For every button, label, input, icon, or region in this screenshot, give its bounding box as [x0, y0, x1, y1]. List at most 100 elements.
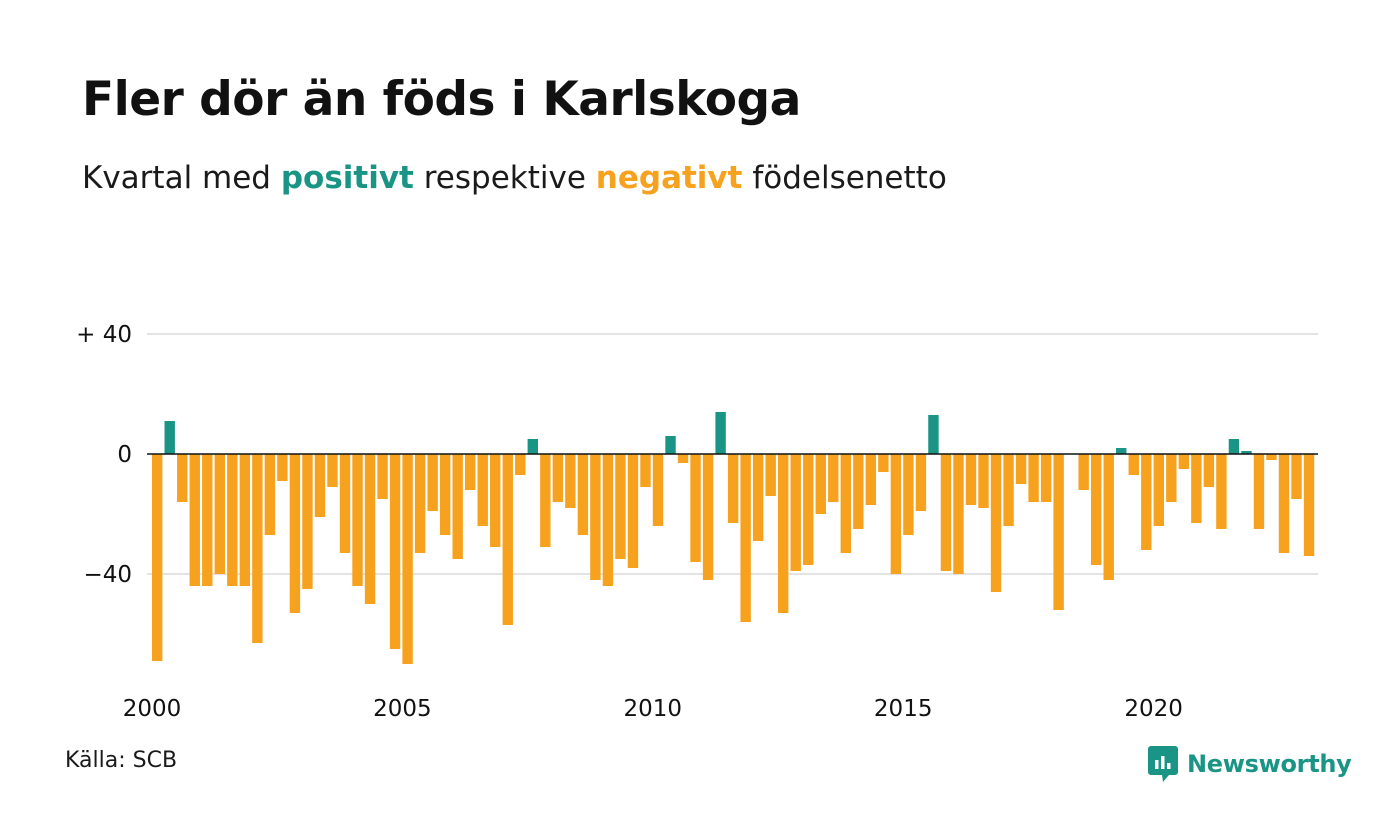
bar [352, 454, 363, 586]
grid-lines [147, 333, 1318, 575]
y-tick-label: −40 [83, 562, 132, 588]
bar [402, 454, 413, 664]
bar [1078, 454, 1089, 490]
subtitle-middle: respektive [413, 160, 596, 196]
bar [940, 454, 952, 571]
bar [565, 454, 576, 508]
bar [515, 454, 526, 475]
bar [1216, 454, 1227, 529]
brand-logo[interactable]: Newsworthy [1148, 744, 1352, 784]
bar [389, 454, 401, 649]
bar [1091, 454, 1102, 565]
bar [502, 454, 513, 625]
bar [302, 454, 313, 589]
bar [627, 454, 639, 568]
bar [552, 454, 564, 502]
bar [715, 412, 726, 454]
x-tick-label: 2005 [373, 696, 432, 722]
bar [414, 454, 426, 553]
subtitle-prefix: Kvartal med [82, 160, 281, 196]
bar [652, 454, 664, 526]
y-tick-label: 0 [117, 442, 132, 468]
bar [590, 454, 601, 580]
bar [314, 454, 326, 517]
bar [965, 454, 977, 505]
bar [865, 454, 877, 505]
bar [702, 454, 714, 580]
bar [439, 454, 451, 535]
bar [1128, 454, 1139, 475]
bar [477, 454, 488, 526]
x-tick-label: 2010 [624, 696, 683, 722]
newsworthy-logo-icon [1148, 746, 1178, 782]
bar [239, 454, 251, 586]
subtitle-positive-word: positivt [280, 160, 414, 196]
bar [1228, 439, 1240, 454]
bar [1191, 454, 1202, 523]
x-tick-label: 2000 [123, 696, 182, 722]
bar [1153, 454, 1164, 526]
bar [152, 454, 163, 661]
bar [202, 454, 213, 586]
bar [815, 454, 826, 514]
subtitle-suffix: födelsenetto [742, 160, 947, 196]
bar [1141, 454, 1152, 550]
chart-subtitle: Kvartal med positivt respektive negativt… [82, 160, 947, 196]
bar [990, 454, 1002, 592]
bar [790, 454, 801, 571]
bar [953, 454, 964, 574]
bar [540, 454, 551, 547]
bar-chart: + 40 0 −40 2000 2005 2010 2015 2020 [76, 322, 1318, 722]
bar [677, 454, 689, 463]
bars [152, 412, 1315, 664]
bar [1015, 454, 1027, 484]
bar [339, 454, 351, 553]
bar [452, 454, 463, 559]
bar [665, 436, 676, 454]
bar [364, 454, 376, 604]
bar [1203, 454, 1215, 487]
bar [1253, 454, 1265, 529]
bar [778, 454, 789, 613]
bar [189, 454, 200, 586]
bar [828, 454, 839, 502]
bar [227, 454, 238, 586]
bar [577, 454, 589, 535]
bar [840, 454, 851, 553]
bar [1178, 454, 1190, 469]
bar [1003, 454, 1014, 526]
x-tick-label: 2015 [874, 696, 933, 722]
bar [1291, 454, 1302, 499]
bar [890, 454, 902, 574]
bar [640, 454, 651, 487]
bar [903, 454, 914, 535]
bar [427, 454, 438, 511]
bar [1040, 454, 1052, 502]
bar [490, 454, 501, 547]
bar [252, 454, 263, 643]
bar [740, 454, 751, 622]
bar [602, 454, 614, 586]
bar [978, 454, 989, 508]
bar [1028, 454, 1039, 502]
bar [752, 454, 764, 541]
subtitle-negative-word: negativt [595, 160, 743, 196]
bar [1266, 454, 1277, 460]
bar [1053, 454, 1064, 610]
bar [1166, 454, 1177, 502]
bar [527, 439, 538, 454]
bar [878, 454, 889, 472]
bar [1303, 454, 1315, 556]
bar [465, 454, 476, 490]
bar [264, 454, 276, 535]
bar [164, 421, 175, 454]
bar [915, 454, 927, 511]
bar [853, 454, 864, 529]
bar [928, 415, 939, 454]
bar [1278, 454, 1290, 553]
bar [377, 454, 388, 499]
bar [289, 454, 301, 613]
axes: + 40 0 −40 2000 2005 2010 2015 2020 [76, 322, 1318, 722]
bar [1116, 448, 1127, 454]
chart-title: Fler dör än föds i Karlskoga [82, 72, 801, 127]
